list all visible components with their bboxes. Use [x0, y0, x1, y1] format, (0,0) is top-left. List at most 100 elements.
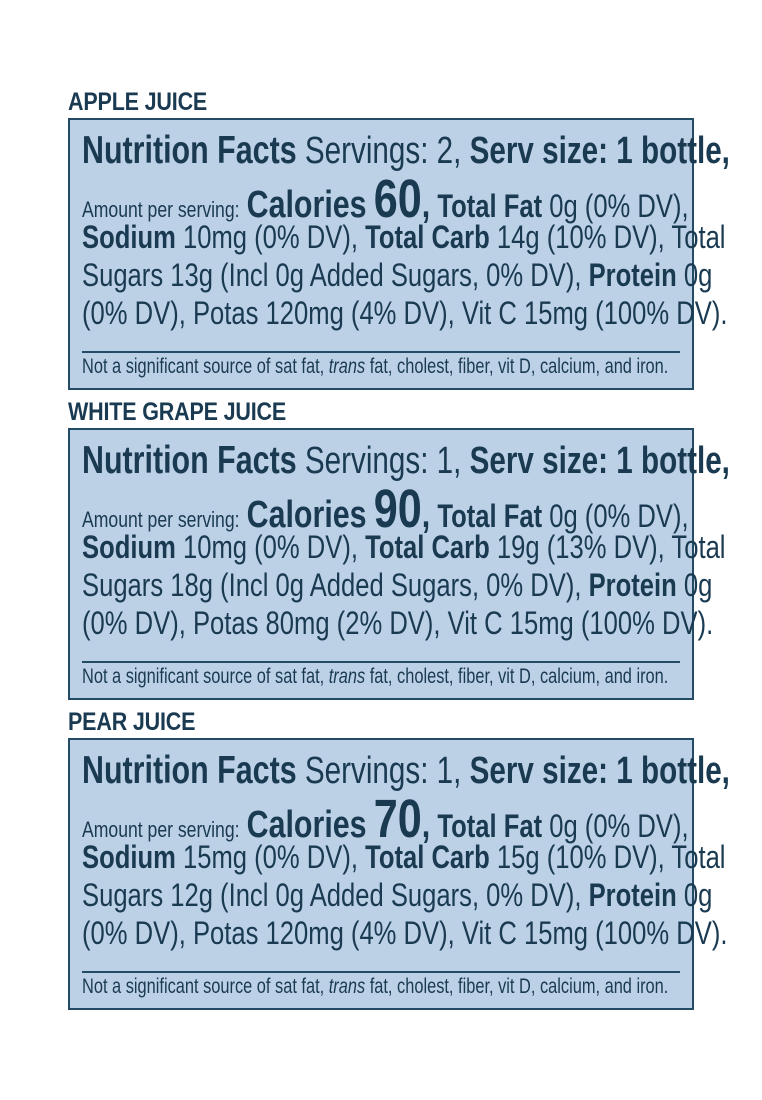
footnote-trans: trans	[328, 665, 366, 688]
vitc-value: 15mg (100% DV).	[523, 295, 728, 331]
vitc-value: 15mg (100% DV).	[523, 915, 728, 951]
calories-value: 90	[373, 479, 422, 539]
sodium-label: Sodium	[82, 839, 176, 875]
protein-value: 0g	[683, 877, 713, 913]
total-carb-label: Total Carb	[365, 839, 490, 875]
footnote-trans: trans	[328, 975, 366, 998]
panel-title: Nutrition Facts	[82, 439, 297, 482]
amount-per-serving-label: Amount per serving:	[82, 817, 240, 842]
serv-size-label: Serv size:	[469, 440, 609, 482]
nutrient-text: Amount per serving: Calories 60, Total F…	[82, 169, 728, 331]
calories-label: Calories	[246, 494, 367, 536]
total-fat-label: Total Fat	[437, 808, 543, 844]
divider-line	[82, 661, 680, 663]
calories-value: 60	[373, 169, 422, 229]
vitc-label: Vit C	[447, 605, 503, 641]
serv-size-label: Serv size:	[469, 130, 609, 172]
footnote-trans: trans	[328, 355, 366, 378]
servings-label: Servings:	[304, 130, 429, 172]
servings-label: Servings:	[304, 750, 429, 792]
footnote-text: Not a significant source of sat fat,	[82, 355, 325, 378]
total-fat-value: 0g (0% DV),	[549, 498, 689, 534]
product-section: WHITE GRAPE JUICE Nutrition Facts Servin…	[68, 398, 730, 700]
product-name: WHITE GRAPE JUICE	[68, 398, 287, 426]
calories-label: Calories	[246, 804, 367, 846]
calories-value: 70	[373, 789, 422, 849]
sodium-label: Sodium	[82, 529, 176, 565]
total-fat-value: 0g (0% DV),	[549, 808, 689, 844]
total-carb-label: Total Carb	[365, 219, 490, 255]
product-section: PEAR JUICE Nutrition Facts Servings: 1, …	[68, 708, 730, 1010]
total-sugars-label: Total	[671, 529, 726, 565]
panel-title: Nutrition Facts	[82, 129, 297, 172]
footnote-text-end: fat, cholest, fiber, vit D, calcium, and…	[369, 665, 669, 688]
total-carb-value: 19g (13% DV),	[496, 529, 665, 565]
added-sugars-text: (Incl 0g Added Sugars, 0% DV),	[220, 567, 582, 603]
sugars-word: Sugars	[82, 257, 164, 293]
nutrition-facts-panel: Nutrition Facts Servings: 1, Serv size: …	[68, 738, 730, 1010]
potas-label: Potas	[192, 605, 259, 641]
footnote-text: Not a significant source of sat fat,	[82, 665, 325, 688]
protein-value: 0g	[683, 257, 713, 293]
potas-value: 80mg (2% DV),	[265, 605, 441, 641]
product-section: APPLE JUICE Nutrition Facts Servings: 2,…	[68, 88, 730, 390]
divider-line	[82, 351, 680, 353]
footnote: Not a significant source of sat fat, tra…	[82, 663, 675, 691]
sodium-value: 10mg (0% DV),	[182, 219, 358, 255]
vitc-label: Vit C	[461, 295, 517, 331]
total-carb-value: 14g (10% DV),	[496, 219, 665, 255]
added-sugars-text: (Incl 0g Added Sugars, 0% DV),	[220, 257, 582, 293]
protein-label: Protein	[588, 877, 677, 913]
product-name: APPLE JUICE	[68, 88, 208, 116]
panel-header: Nutrition Facts Servings: 1, Serv size: …	[82, 749, 730, 796]
added-sugars-text: (Incl 0g Added Sugars, 0% DV),	[220, 877, 582, 913]
total-sugars-value: 13g	[170, 257, 213, 293]
total-fat-label: Total Fat	[437, 498, 543, 534]
protein-label: Protein	[588, 567, 677, 603]
protein-dv: (0% DV),	[82, 915, 186, 951]
nutrient-text: Amount per serving: Calories 70, Total F…	[82, 789, 728, 951]
sodium-value: 10mg (0% DV),	[182, 529, 358, 565]
serv-size-label: Serv size:	[469, 750, 609, 792]
potas-label: Potas	[192, 915, 259, 951]
nutrition-facts-panel: Nutrition Facts Servings: 1, Serv size: …	[68, 428, 730, 700]
footnote: Not a significant source of sat fat, tra…	[82, 353, 675, 381]
total-carb-label: Total Carb	[365, 529, 490, 565]
sodium-label: Sodium	[82, 219, 176, 255]
protein-dv: (0% DV),	[82, 605, 186, 641]
total-sugars-label: Total	[671, 219, 726, 255]
total-sugars-value: 12g	[170, 877, 213, 913]
serv-size-value: 1 bottle,	[616, 750, 730, 792]
calories-label: Calories	[246, 184, 367, 226]
product-name: PEAR JUICE	[68, 708, 196, 736]
nutrition-facts-panel: Nutrition Facts Servings: 2, Serv size: …	[68, 118, 730, 390]
protein-value: 0g	[683, 567, 713, 603]
servings-label: Servings:	[304, 440, 429, 482]
sugars-word: Sugars	[82, 877, 164, 913]
panel-title: Nutrition Facts	[82, 749, 297, 792]
panel-header: Nutrition Facts Servings: 2, Serv size: …	[82, 129, 730, 176]
panel-header: Nutrition Facts Servings: 1, Serv size: …	[82, 439, 730, 486]
footnote-text-end: fat, cholest, fiber, vit D, calcium, and…	[369, 355, 669, 378]
total-sugars-label: Total	[671, 839, 726, 875]
total-fat-label: Total Fat	[437, 188, 543, 224]
total-carb-value: 15g (10% DV),	[496, 839, 665, 875]
servings-value: 2,	[436, 130, 462, 172]
potas-value: 120mg (4% DV),	[265, 915, 455, 951]
protein-label: Protein	[588, 257, 677, 293]
protein-dv: (0% DV),	[82, 295, 186, 331]
serv-size-value: 1 bottle,	[616, 440, 730, 482]
servings-value: 1,	[436, 750, 462, 792]
footnote: Not a significant source of sat fat, tra…	[82, 973, 675, 1001]
amount-per-serving-label: Amount per serving:	[82, 197, 240, 222]
footnote-text-end: fat, cholest, fiber, vit D, calcium, and…	[369, 975, 669, 998]
total-fat-value: 0g (0% DV),	[549, 188, 689, 224]
servings-value: 1,	[436, 440, 462, 482]
total-sugars-value: 18g	[170, 567, 213, 603]
footnote-text: Not a significant source of sat fat,	[82, 975, 325, 998]
potas-value: 120mg (4% DV),	[265, 295, 455, 331]
vitc-value: 15mg (100% DV).	[509, 605, 714, 641]
potas-label: Potas	[192, 295, 259, 331]
sugars-word: Sugars	[82, 567, 164, 603]
divider-line	[82, 971, 680, 973]
